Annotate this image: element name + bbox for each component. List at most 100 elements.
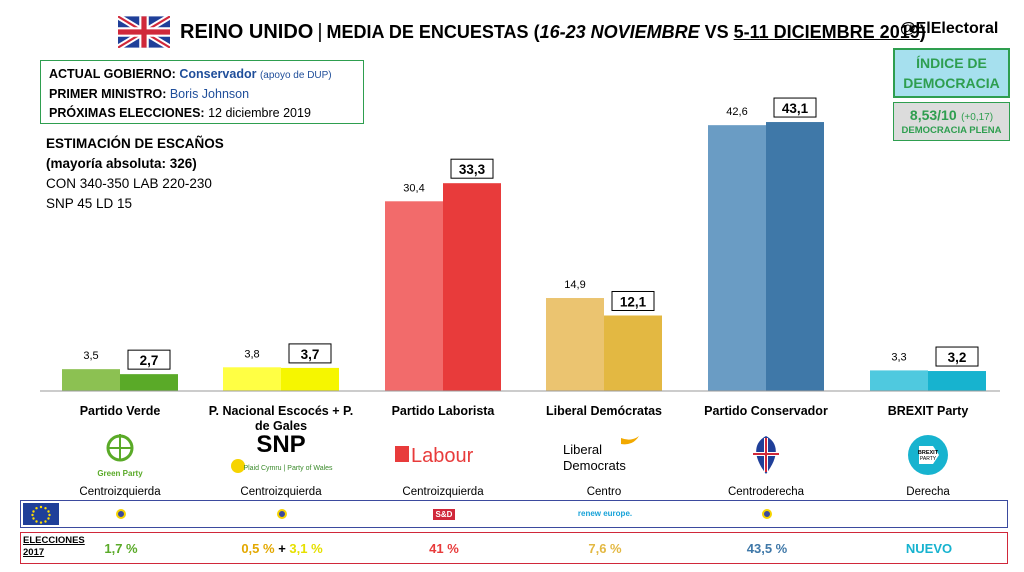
svg-text:BREXIT: BREXIT	[918, 450, 939, 456]
svg-text:Labour: Labour	[411, 445, 474, 467]
party-ideology: Centroderecha	[727, 486, 805, 498]
party-ideology: Centroizquierda	[240, 486, 322, 498]
gov-value: Conservador	[179, 67, 257, 81]
party-logo: Green Party	[40, 430, 200, 480]
democracy-index: ÍNDICE DE DEMOCRACIA 8,53/10 (+0,17) DEM…	[893, 48, 1010, 141]
party-name: BREXIT Party	[887, 404, 969, 418]
government-info-box: ACTUAL GOBIERNO: Conservador (apoyo de D…	[40, 60, 364, 124]
eu-group-logo	[91, 506, 151, 522]
twitter-handle: @ElElectoral	[900, 20, 999, 37]
election-2017-value: 0,5 % + 3,1 %	[241, 541, 323, 556]
pm-label: PRIMER MINISTRO:	[49, 87, 167, 101]
value-label-prev: 3,5	[83, 350, 98, 362]
value-label-box	[127, 349, 171, 370]
bar-prev	[385, 201, 443, 391]
party-name: Partido Laborista	[391, 404, 495, 418]
party-name: Liberal Demócratas	[545, 404, 663, 418]
gov-note: (apoyo de DUP)	[259, 70, 332, 81]
title-separator: |	[317, 20, 323, 43]
democracy-category: DEMOCRACIA PLENA	[901, 125, 1002, 136]
value-label-current: 43,1	[782, 101, 809, 116]
party-ideology: Centroizquierda	[402, 486, 484, 498]
bar-prev	[870, 370, 928, 391]
eu-group-logo: S&D	[414, 506, 474, 522]
title-vs: VS	[699, 21, 734, 42]
elections-label-line-1: ELECCIONES	[23, 535, 85, 546]
period-1: 16-23 NOVIEMBRE	[539, 21, 700, 42]
party-logo: SNP Plaid Cymru | Party of Wales	[201, 430, 361, 480]
bar-prev	[546, 298, 604, 391]
value-label-box	[288, 343, 332, 364]
bar-current	[604, 315, 662, 391]
value-label-prev: 30,4	[403, 182, 424, 194]
party-ideology: Centroizquierda	[79, 486, 161, 498]
democracy-title: ÍNDICE DE DEMOCRACIA	[893, 48, 1010, 98]
value-label-current: 12,1	[620, 294, 647, 309]
svg-text:Democrats: Democrats	[563, 458, 626, 473]
value-label-current: 33,3	[459, 162, 486, 177]
bar-prev	[62, 369, 120, 391]
election-2017-value: 43,5 %	[746, 541, 788, 556]
svg-text:Plaid Cymru | Party of Wales: Plaid Cymru | Party of Wales	[243, 465, 333, 472]
democracy-score: 8,53/10	[909, 107, 957, 123]
elections-label: ELECCIONES 2017	[23, 535, 85, 559]
party-logo: BREXIT PARTY	[848, 430, 1008, 480]
party-logo: Liberal Democrats	[524, 430, 684, 480]
next-value: 12 diciembre 2019	[208, 106, 311, 120]
party-logo: Labour	[363, 430, 523, 480]
value-label-prev: 42,6	[726, 106, 747, 118]
election-2017-value: 41 %	[429, 541, 459, 556]
header: REINO UNIDO | MEDIA DE ENCUESTAS (16-23 NO…	[118, 14, 926, 50]
seats-line-2: SNP 45 LD 15	[46, 196, 133, 211]
eu-flag-icon	[23, 503, 59, 525]
gov-label: ACTUAL GOBIERNO:	[49, 67, 176, 81]
page-title: REINO UNIDO | MEDIA DE ENCUESTAS (16-23 NO…	[180, 21, 926, 44]
country-title: REINO UNIDO	[180, 20, 314, 43]
value-label-current: 3,7	[301, 347, 320, 362]
bar-prev	[708, 125, 766, 391]
bar-current	[281, 367, 339, 391]
election-2017-value: 7,6 %	[588, 541, 622, 556]
value-label-box	[773, 97, 817, 118]
election-2017-value: 1,7 %	[104, 541, 138, 556]
eu-group-logo: renew europe.	[577, 509, 633, 518]
pm-value: Boris Johnson	[169, 87, 250, 101]
elections-2017-row: ELECCIONES 2017 1,7 % 0,5 % + 3,1 % 41 % 7,…	[20, 532, 1008, 564]
democracy-score-box: 8,53/10 (+0,17) DEMOCRACIA PLENA	[893, 102, 1010, 141]
seats-line-1: CON 340-350 LAB 220-230	[46, 176, 212, 191]
seats-title: ESTIMACIÓN DE ESCAÑOS	[46, 136, 224, 151]
party-name: P. Nacional Escocés + P. de Gales	[208, 404, 354, 433]
eu-group-logo	[737, 506, 797, 522]
seat-estimate: ESTIMACIÓN DE ESCAÑOS (mayoría absoluta:…	[46, 134, 224, 214]
eu-group-logo	[252, 506, 312, 522]
svg-text:SNP: SNP	[256, 431, 305, 458]
bar-prev	[223, 367, 281, 391]
title-close: )	[919, 21, 926, 42]
democracy-change: (+0,17)	[961, 112, 994, 123]
bar-current	[120, 374, 178, 391]
value-label-box	[450, 158, 494, 179]
value-label-prev: 14,9	[564, 279, 585, 291]
svg-text:Green Party: Green Party	[97, 469, 143, 478]
title-prefix: MEDIA DE ENCUESTAS (	[326, 21, 540, 42]
value-label-current: 2,7	[140, 353, 159, 368]
election-2017-value: NUEVO	[905, 541, 953, 556]
party-logo	[686, 430, 846, 480]
value-label-prev: 3,8	[244, 348, 259, 360]
next-label: PRÓXIMAS ELECCIONES:	[49, 106, 205, 120]
party-name: Partido Conservador	[704, 404, 828, 418]
bar-current	[766, 122, 824, 392]
value-label-box	[935, 346, 979, 367]
party-name: Partido Verde	[79, 404, 161, 418]
period-2: 5-11 DICIEMBRE 2019	[733, 21, 920, 42]
elections-label-line-2: 2017	[23, 547, 45, 558]
uk-flag-icon	[118, 16, 170, 48]
bar-current	[443, 183, 501, 391]
poll-bar-chart: 3,5 2,7 3,8 3,7 30,4 33,3 14,9 12,1 42,6 43,1 3,3 3…	[40, 97, 1000, 392]
value-label-prev: 3,3	[891, 351, 906, 363]
svg-text:PARTY: PARTY	[920, 456, 937, 462]
seats-majority: (mayoría absoluta: 326)	[46, 156, 197, 171]
party-ideology: Derecha	[906, 486, 950, 498]
eu-group-row: S&D renew europe.	[20, 500, 1008, 528]
value-label-current: 3,2	[948, 350, 967, 365]
